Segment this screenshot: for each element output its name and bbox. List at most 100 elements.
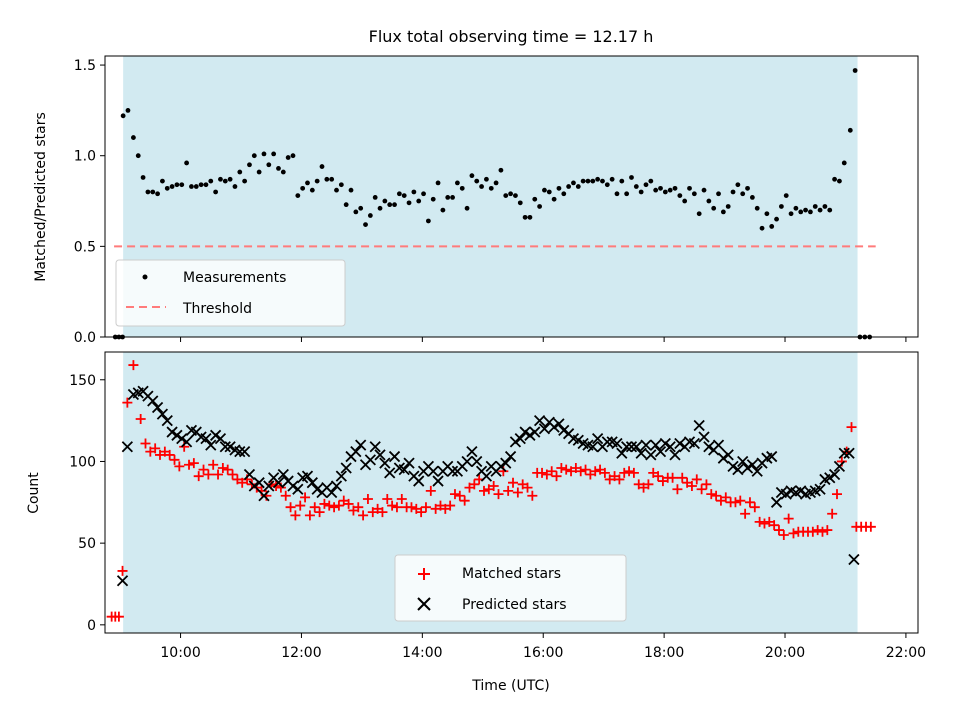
predicted-stars-point bbox=[693, 419, 705, 432]
measurements-point bbox=[498, 167, 504, 173]
predicted-stars-point bbox=[828, 468, 841, 481]
measurements-point bbox=[701, 187, 707, 193]
panel-ratio-marks bbox=[112, 68, 873, 340]
measurements-point bbox=[169, 184, 175, 189]
predicted-stars-point bbox=[156, 408, 169, 420]
predicted-stars-point bbox=[795, 485, 807, 497]
matched-stars-point bbox=[580, 464, 591, 475]
predicted-stars-point bbox=[519, 426, 531, 438]
matched-stars-point bbox=[749, 502, 760, 513]
panel-count: 0 50 100 150 10:00 12:00 14:00 16:00 18:00 20:00… bbox=[26, 351, 926, 694]
measurements-point bbox=[213, 189, 219, 195]
matched-stars-point bbox=[783, 513, 794, 524]
x-tick-label: 20:00 bbox=[765, 645, 805, 661]
predicted-stars-point bbox=[374, 449, 386, 461]
matched-stars-point bbox=[425, 485, 436, 496]
matched-stars-point bbox=[193, 471, 204, 482]
matched-stars-point bbox=[744, 497, 755, 508]
predicted-stars-point bbox=[461, 455, 473, 468]
measurements-point bbox=[474, 178, 480, 184]
predicted-stars-point bbox=[292, 483, 304, 495]
matched-stars-point bbox=[817, 526, 828, 537]
predicted-stars-point bbox=[548, 421, 560, 433]
legend-matched-label: Matched stars bbox=[462, 566, 561, 582]
predicted-stars-point bbox=[243, 468, 256, 481]
predicted-stars-point bbox=[591, 432, 604, 445]
predicted-stars-point bbox=[446, 465, 459, 477]
measurements-point bbox=[837, 178, 842, 184]
matched-stars-point bbox=[454, 490, 465, 501]
measurements-point bbox=[537, 204, 543, 209]
measurements-point bbox=[464, 205, 470, 211]
measurements-point bbox=[155, 191, 160, 197]
predicted-stars-point bbox=[509, 436, 522, 448]
matched-stars-point bbox=[174, 461, 185, 472]
measurements-point bbox=[131, 135, 136, 140]
matched-stars-point bbox=[546, 466, 557, 477]
legend-measurements-label: Measurements bbox=[183, 270, 286, 286]
measurements-point bbox=[353, 209, 359, 215]
measurements-point bbox=[334, 187, 339, 193]
matched-stars-point bbox=[227, 469, 238, 480]
measurements-point bbox=[242, 178, 248, 184]
predicted-stars-point bbox=[480, 470, 493, 482]
matched-stars-point bbox=[343, 498, 354, 509]
matched-stars-point bbox=[469, 479, 480, 490]
measurements-point bbox=[735, 182, 741, 188]
measurements-point bbox=[803, 207, 808, 213]
measurements-point bbox=[687, 185, 692, 191]
measurements-point bbox=[759, 225, 765, 231]
predicted-stars-point bbox=[121, 441, 134, 453]
predicted-stars-point bbox=[413, 475, 425, 487]
measurements-point bbox=[343, 202, 349, 208]
matched-stars-point bbox=[701, 479, 712, 490]
predicted-stars-point bbox=[205, 439, 217, 451]
predicted-stars-point bbox=[180, 436, 193, 448]
x-tick-label: 14:00 bbox=[402, 645, 442, 661]
measurements-point bbox=[585, 178, 591, 184]
measurements-point bbox=[488, 185, 494, 191]
matched-stars-point bbox=[788, 528, 799, 539]
predicted-stars-point bbox=[751, 465, 763, 477]
predicted-stars-point bbox=[301, 470, 314, 482]
legend-measurements-marker bbox=[142, 274, 148, 280]
matched-stars-point bbox=[387, 500, 398, 511]
predicted-stars-point bbox=[287, 480, 299, 492]
predicted-stars-point bbox=[698, 431, 710, 443]
predicted-stars-point bbox=[625, 441, 638, 453]
matched-stars-point bbox=[667, 472, 678, 483]
measurements-point bbox=[740, 191, 746, 197]
predicted-stars-point bbox=[384, 467, 396, 479]
predicted-stars-point bbox=[350, 446, 362, 458]
measurements-point bbox=[720, 209, 726, 215]
matched-stars-point bbox=[686, 480, 697, 491]
measurements-point bbox=[445, 195, 451, 200]
matched-stars-point bbox=[135, 413, 146, 424]
measurements-point bbox=[425, 218, 431, 224]
measurements-point bbox=[783, 193, 789, 198]
measurements-point bbox=[150, 189, 156, 195]
matched-stars-point bbox=[319, 498, 330, 509]
measurements-point bbox=[672, 185, 678, 191]
predicted-stars-point bbox=[746, 459, 759, 471]
matched-stars-point bbox=[527, 490, 538, 501]
measurements-point bbox=[363, 222, 368, 228]
matched-stars-point bbox=[198, 464, 209, 475]
matched-stars-point bbox=[382, 494, 393, 505]
measurements-point bbox=[135, 153, 141, 159]
predicted-stars-point bbox=[770, 496, 783, 508]
measurements-point bbox=[179, 182, 185, 188]
predicted-stars-point bbox=[306, 477, 318, 489]
matched-stars-point bbox=[150, 443, 161, 454]
matched-stars-point bbox=[213, 469, 224, 480]
measurements-point bbox=[691, 191, 697, 197]
matched-stars-point bbox=[208, 459, 219, 470]
matched-stars-point bbox=[508, 477, 519, 488]
predicted-stars-point bbox=[780, 488, 792, 500]
measurements-point bbox=[542, 187, 547, 193]
predicted-stars-point bbox=[388, 450, 401, 463]
measurements-point bbox=[677, 193, 683, 198]
measurements-point bbox=[527, 214, 533, 220]
predicted-stars-point bbox=[495, 460, 507, 472]
